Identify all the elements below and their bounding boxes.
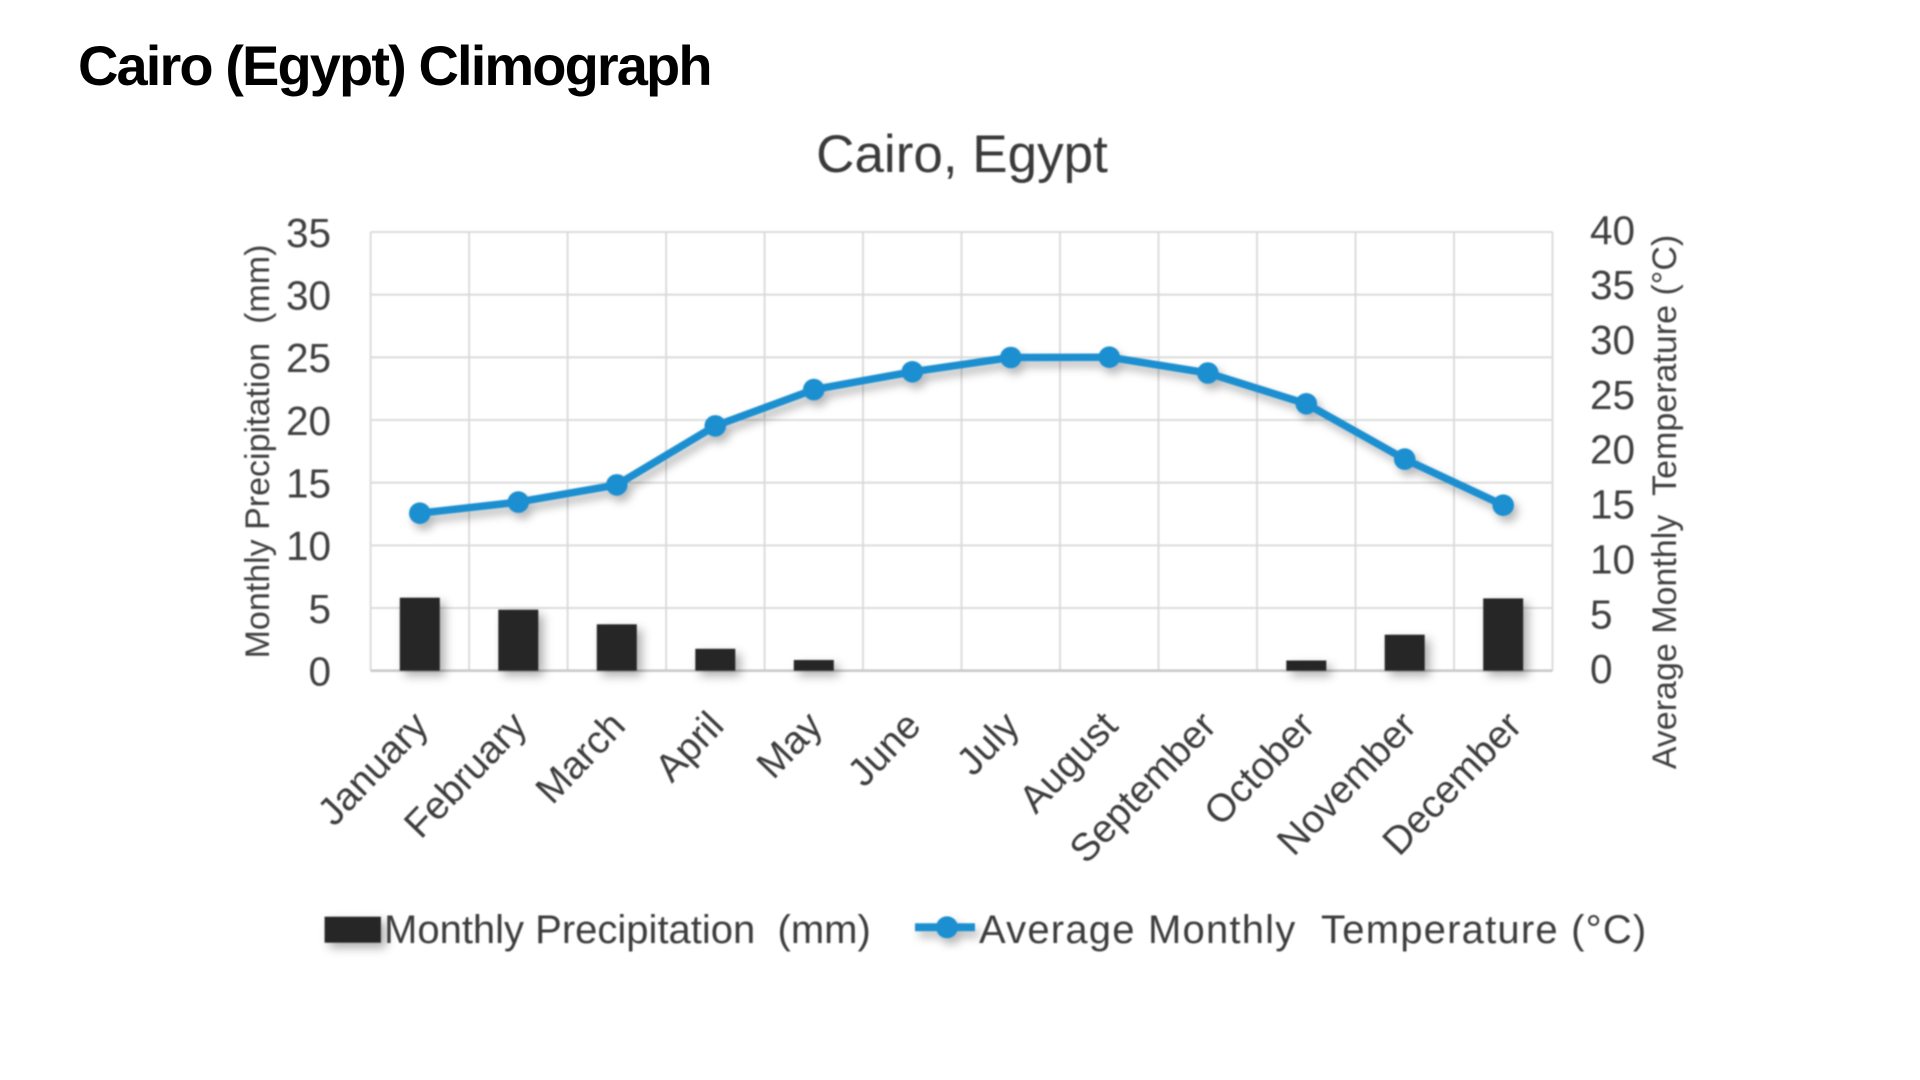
svg-text:30: 30 <box>286 273 331 319</box>
svg-text:Monthly Precipitation (mm): Monthly Precipitation (mm) <box>384 908 871 952</box>
svg-text:June: June <box>840 704 930 795</box>
svg-text:April: April <box>647 704 732 790</box>
svg-text:0: 0 <box>1590 646 1613 692</box>
svg-text:Average Monthly Temperature (: Average Monthly Temperature (°C) <box>1646 235 1684 770</box>
svg-text:Monthly Precipitation (mm): Monthly Precipitation (mm) <box>239 245 277 659</box>
svg-text:15: 15 <box>1590 482 1635 528</box>
svg-text:Average Monthly Temperature (: Average Monthly Temperature (°C) <box>979 908 1647 952</box>
svg-text:5: 5 <box>308 586 331 632</box>
svg-text:5: 5 <box>1590 591 1613 637</box>
svg-text:Cairo, Egypt: Cairo, Egypt <box>816 125 1108 184</box>
svg-text:March: March <box>528 704 634 812</box>
svg-text:35: 35 <box>1590 262 1635 308</box>
svg-text:25: 25 <box>286 335 331 381</box>
svg-text:35: 35 <box>286 210 331 256</box>
svg-text:0: 0 <box>308 648 331 694</box>
svg-text:25: 25 <box>1590 372 1635 418</box>
svg-text:10: 10 <box>1590 536 1635 582</box>
svg-text:15: 15 <box>286 461 331 507</box>
svg-text:20: 20 <box>1590 427 1635 473</box>
svg-text:10: 10 <box>286 523 331 569</box>
svg-text:May: May <box>749 704 831 787</box>
svg-text:July: July <box>949 704 1028 784</box>
svg-text:40: 40 <box>1590 207 1635 253</box>
svg-text:30: 30 <box>1590 317 1635 363</box>
svg-text:20: 20 <box>286 398 331 444</box>
